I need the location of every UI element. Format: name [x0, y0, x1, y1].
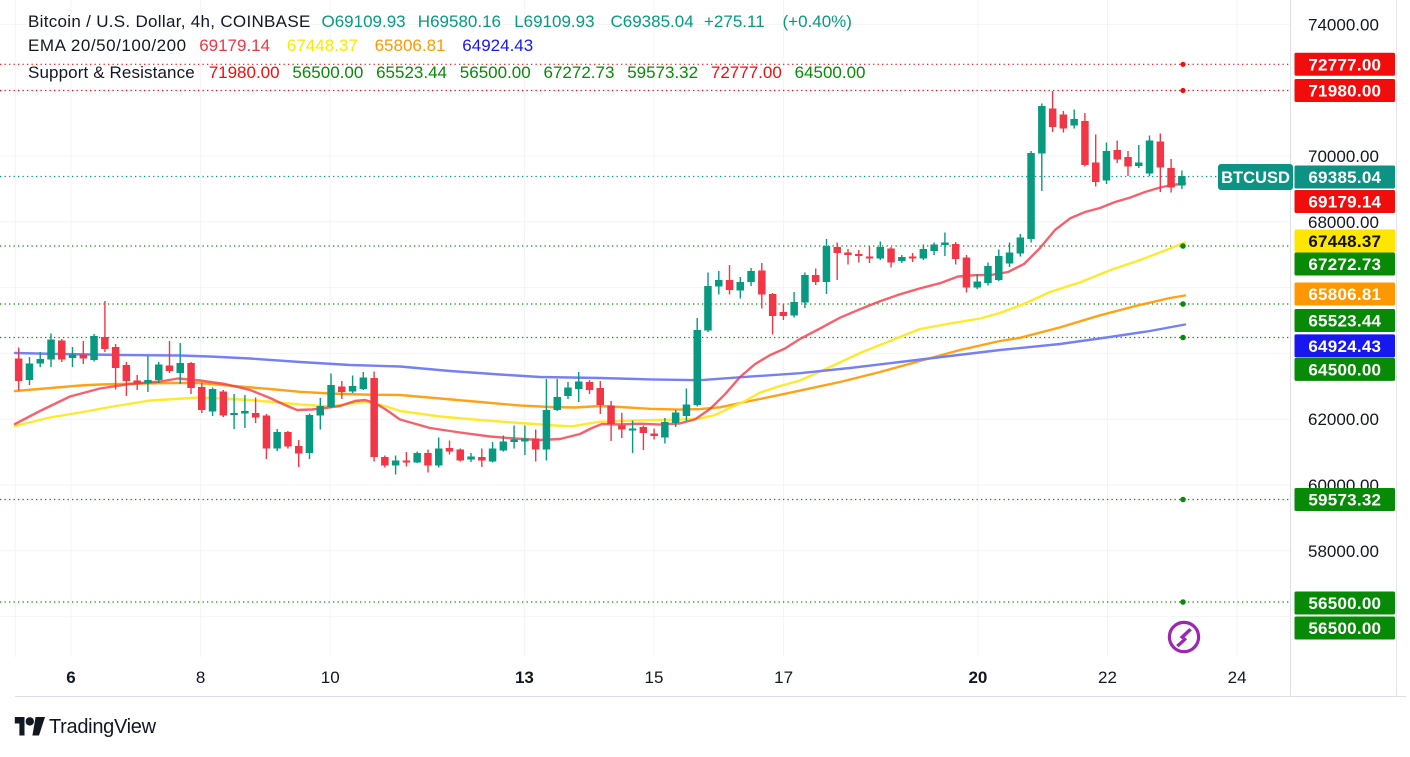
svg-text:58000.00: 58000.00	[1308, 542, 1379, 561]
svg-text:EMA 20/50/100/200: EMA 20/50/100/200	[28, 36, 187, 55]
svg-text:Bitcoin / U.S. Dollar, 4h, COI: Bitcoin / U.S. Dollar, 4h, COINBASE	[28, 12, 311, 31]
svg-text:67448.37: 67448.37	[287, 36, 358, 55]
svg-text:56500.00: 56500.00	[1308, 594, 1381, 613]
svg-text:TradingView: TradingView	[49, 716, 157, 738]
svg-text:56500.00: 56500.00	[1308, 619, 1381, 638]
svg-text:22: 22	[1098, 668, 1117, 687]
svg-text:10: 10	[321, 668, 340, 687]
svg-text:24: 24	[1228, 668, 1247, 687]
svg-text:69179.14: 69179.14	[1308, 193, 1381, 212]
svg-text:15: 15	[645, 668, 664, 687]
svg-text:65806.81: 65806.81	[1308, 285, 1381, 304]
svg-text:71980.00: 71980.00	[1308, 82, 1381, 101]
svg-text:8: 8	[196, 668, 205, 687]
svg-text:74000.00: 74000.00	[1308, 15, 1379, 34]
svg-text:17: 17	[774, 668, 793, 687]
svg-text:O69109.93: O69109.93	[322, 12, 406, 31]
svg-text:56500.00: 56500.00	[460, 63, 531, 82]
svg-text:62000.00: 62000.00	[1308, 410, 1379, 429]
svg-text:59573.32: 59573.32	[627, 63, 698, 82]
svg-text:71980.00: 71980.00	[209, 63, 280, 82]
svg-text:65523.44: 65523.44	[376, 63, 447, 82]
svg-text:64924.43: 64924.43	[462, 36, 533, 55]
svg-text:68000.00: 68000.00	[1308, 213, 1379, 232]
svg-text:64500.00: 64500.00	[795, 63, 866, 82]
svg-text:BTCUSD: BTCUSD	[1221, 169, 1290, 187]
svg-text:H69580.16: H69580.16	[418, 12, 501, 31]
svg-text:(+0.40%): (+0.40%)	[783, 12, 852, 31]
svg-text:L69109.93: L69109.93	[514, 12, 594, 31]
svg-text:+275.11: +275.11	[704, 12, 765, 31]
svg-text:69179.14: 69179.14	[199, 36, 270, 55]
svg-text:6: 6	[66, 668, 75, 687]
svg-text:59573.32: 59573.32	[1308, 491, 1381, 510]
svg-text:13: 13	[515, 668, 534, 687]
svg-text:67272.73: 67272.73	[1308, 255, 1381, 274]
svg-text:56500.00: 56500.00	[292, 63, 363, 82]
svg-text:67448.37: 67448.37	[1308, 232, 1381, 251]
svg-text:65806.81: 65806.81	[375, 36, 446, 55]
svg-text:65523.44: 65523.44	[1308, 312, 1381, 331]
svg-text:72777.00: 72777.00	[711, 63, 782, 82]
svg-text:69385.04: 69385.04	[1308, 168, 1381, 187]
svg-text:64924.43: 64924.43	[1308, 337, 1381, 356]
svg-text:Support & Resistance: Support & Resistance	[28, 63, 195, 82]
svg-text:64500.00: 64500.00	[1308, 360, 1381, 379]
svg-text:67272.73: 67272.73	[544, 63, 615, 82]
svg-text:C69385.04: C69385.04	[611, 12, 694, 31]
svg-text:72777.00: 72777.00	[1308, 55, 1381, 74]
svg-text:70000.00: 70000.00	[1308, 147, 1379, 166]
svg-text:20: 20	[968, 668, 987, 687]
